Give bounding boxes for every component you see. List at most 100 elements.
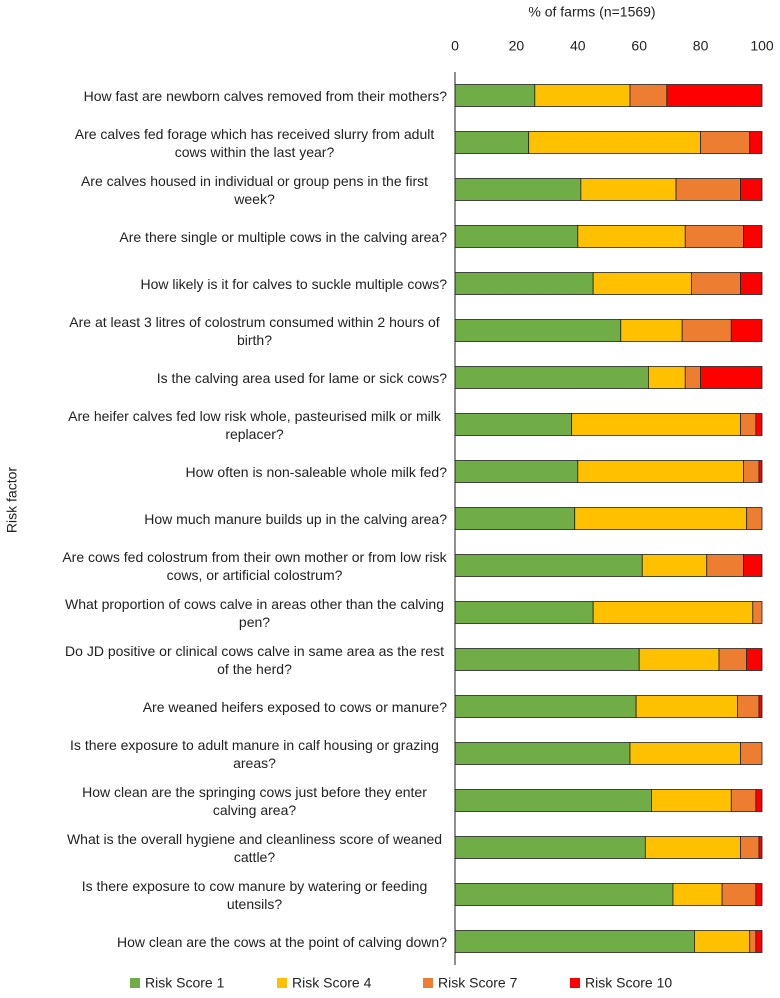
y-tick-label: How much manure builds up in the calving… — [144, 510, 447, 527]
y-tick-label: How likely is it for calves to suckle mu… — [140, 275, 447, 292]
legend-label: Risk Score 4 — [292, 975, 372, 991]
category-label-box: Are cows fed colostrum from their own mo… — [47, 543, 447, 589]
bar-segment — [454, 695, 637, 718]
bar-segment — [454, 366, 649, 389]
y-tick-label: Are cows fed colostrum from their own mo… — [62, 548, 447, 583]
y-tick-label: What proportion of cows calve in areas o… — [65, 595, 444, 630]
bar-segment — [571, 413, 741, 436]
bar-segment — [648, 366, 686, 389]
bar-segment — [638, 648, 720, 671]
y-tick-label: Are at least 3 litres of colostrum consu… — [69, 313, 440, 348]
bar-segment — [746, 507, 763, 530]
bar-segment — [454, 789, 652, 812]
y-tick-label: How often is non-saleable whole milk fed… — [185, 463, 447, 480]
bar-segment — [755, 883, 763, 906]
bar-segment — [755, 789, 763, 812]
category-label-box: Are weaned heifers exposed to cows or ma… — [47, 684, 447, 730]
bar-segment — [454, 84, 536, 107]
category-label-box: Are at least 3 litres of colostrum consu… — [47, 308, 447, 354]
bar-segment — [737, 695, 760, 718]
bar-segment — [681, 319, 732, 342]
y-tick-label: Is there exposure to cow manure by water… — [81, 877, 428, 912]
bar-segment — [749, 930, 757, 953]
category-label-box: How much manure builds up in the calving… — [47, 496, 447, 542]
bar-segment — [749, 131, 763, 154]
bar-segment — [629, 742, 741, 765]
category-label-box: Are there single or multiple cows in the… — [47, 214, 447, 260]
category-label-box: Do JD positive or clinical cows calve in… — [47, 637, 447, 683]
bar-segment — [755, 930, 763, 953]
bar-segment — [675, 178, 741, 201]
bar-segment — [574, 507, 748, 530]
legend-label: Risk Score 10 — [585, 975, 672, 991]
y-tick-label: How clean are the springing cows just be… — [82, 783, 427, 818]
y-tick-label: What is the overall hygiene and cleanlin… — [66, 830, 443, 865]
bar-segment — [454, 413, 573, 436]
y-tick-label: Are weaned heifers exposed to cows or ma… — [142, 698, 447, 715]
y-tick-label: Is the calving area used for lame or sic… — [156, 369, 447, 386]
bar-segment — [454, 319, 622, 342]
bar-segment — [758, 836, 763, 859]
bar-segment — [528, 131, 701, 154]
bar-segment — [743, 225, 763, 248]
bar-segment — [454, 836, 646, 859]
legend-swatch — [570, 978, 580, 988]
x-tick-label: 20 — [509, 38, 525, 54]
legend-swatch — [130, 978, 140, 988]
bar-segment — [740, 272, 763, 295]
x-tick-label: 100 — [750, 38, 774, 54]
bar-segment — [629, 84, 668, 107]
bar-segment — [758, 695, 763, 718]
bar-segment — [730, 789, 757, 812]
bar-segment — [454, 178, 582, 201]
x-tick-label: 80 — [693, 38, 709, 54]
bar-segment — [755, 413, 763, 436]
bar-segment — [666, 84, 763, 107]
x-tick-label: 0 — [451, 38, 459, 54]
bar-segment — [684, 225, 744, 248]
bar-segment — [718, 648, 748, 671]
category-label-box: Is there exposure to adult manure in cal… — [47, 731, 447, 777]
y-tick-label: Are heifer calves fed low risk whole, pa… — [68, 407, 441, 442]
bar-segment — [534, 84, 631, 107]
bar-segment — [690, 272, 741, 295]
bar-segment — [454, 742, 631, 765]
bar-segment — [746, 648, 763, 671]
bar-segment — [454, 131, 530, 154]
bar-segment — [730, 319, 763, 342]
bar-segment — [454, 225, 579, 248]
y-tick-label: Is there exposure to adult manure in cal… — [70, 736, 439, 771]
category-label-box: Are calves housed in individual or group… — [47, 167, 447, 213]
x-axis-title: % of farms (n=1569) — [528, 4, 655, 20]
bar-segment — [644, 836, 741, 859]
category-label-box: How fast are newborn calves removed from… — [47, 73, 447, 119]
category-label-box: Are calves fed forage which has received… — [47, 120, 447, 166]
bar-segment — [592, 272, 692, 295]
bar-segment — [641, 554, 708, 577]
bar-segment — [454, 272, 594, 295]
y-tick-label: Are calves housed in individual or group… — [80, 172, 429, 207]
bar-segment — [700, 366, 763, 389]
bar-segment — [454, 930, 695, 953]
category-label-box: Is the calving area used for lame or sic… — [47, 355, 447, 401]
bar-segment — [752, 601, 763, 624]
bar-segment — [743, 460, 760, 483]
y-tick-label: Are calves fed forage which has received… — [74, 125, 435, 160]
legend-swatch — [277, 978, 287, 988]
category-label-box: Is there exposure to cow manure by water… — [47, 872, 447, 918]
bar-segment — [577, 225, 686, 248]
bar-segment — [721, 883, 757, 906]
bar-segment — [454, 460, 579, 483]
legend-label: Risk Score 1 — [145, 975, 225, 991]
x-tick-label: 60 — [631, 38, 647, 54]
bar-segment — [454, 554, 643, 577]
category-label-box: How clean are the springing cows just be… — [47, 778, 447, 824]
bar-segment — [592, 601, 754, 624]
bar-segment — [740, 836, 760, 859]
y-tick-label: How fast are newborn calves removed from… — [83, 87, 447, 104]
bar-segment — [454, 648, 640, 671]
bar-segment — [651, 789, 732, 812]
bar-segment — [740, 413, 757, 436]
